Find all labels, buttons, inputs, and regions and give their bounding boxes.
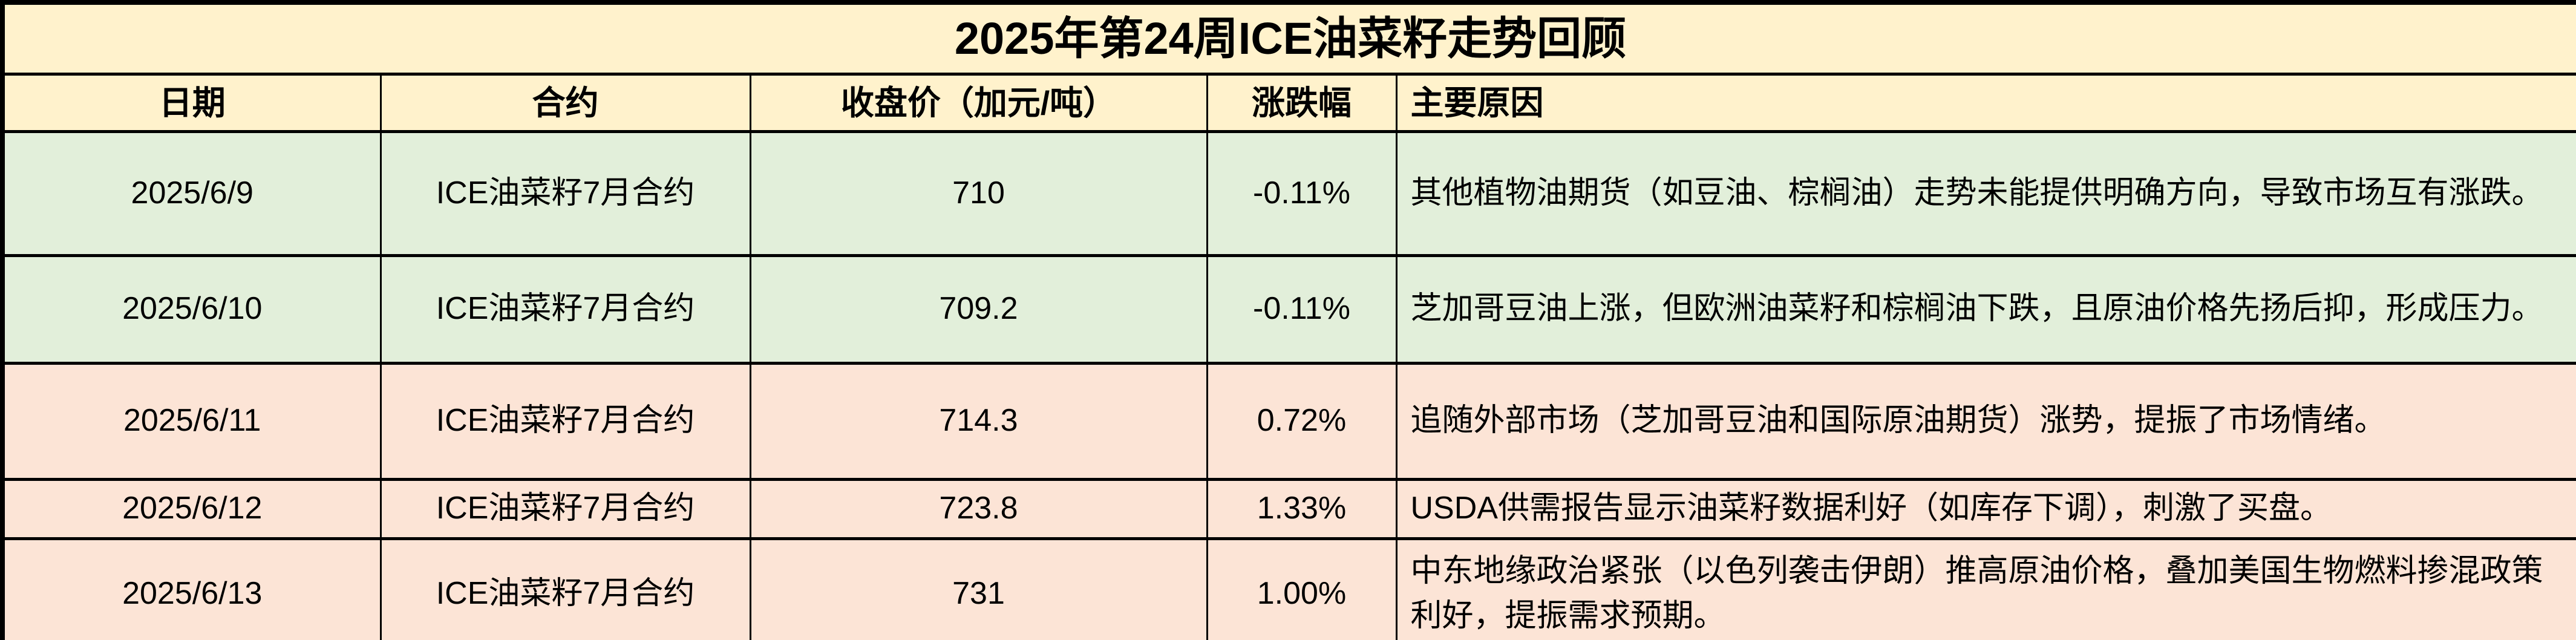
- contract-cell: ICE油菜籽7月合约: [379, 537, 751, 640]
- table-header-row: 日期 合约 收盘价（加元/吨） 涨跌幅 主要原因: [1, 72, 2576, 133]
- close-price-cell: 709.2: [749, 253, 1208, 365]
- date-cell: 2025/6/11: [1, 361, 382, 481]
- table-row: 2025/6/9 ICE油菜籽7月合约 710 -0.11% 其他植物油期货（如…: [1, 129, 2576, 257]
- change-cell: 1.33%: [1206, 477, 1398, 540]
- column-header-reason: 主要原因: [1395, 72, 2576, 133]
- contract-cell: ICE油菜籽7月合约: [379, 361, 751, 481]
- change-cell: -0.11%: [1206, 129, 1398, 257]
- contract-cell: ICE油菜籽7月合约: [379, 477, 751, 540]
- contract-cell: ICE油菜籽7月合约: [379, 129, 751, 257]
- column-header-contract: 合约: [379, 72, 751, 133]
- column-header-change: 涨跌幅: [1206, 72, 1398, 133]
- date-cell: 2025/6/13: [1, 537, 382, 640]
- date-cell: 2025/6/10: [1, 253, 382, 365]
- change-cell: 0.72%: [1206, 361, 1398, 481]
- close-price-cell: 714.3: [749, 361, 1208, 481]
- table-title-row: 2025年第24周ICE油菜籽走势回顾: [1, 1, 2576, 76]
- change-cell: -0.11%: [1206, 253, 1398, 365]
- change-cell: 1.00%: [1206, 537, 1398, 640]
- close-price-cell: 731: [749, 537, 1208, 640]
- reason-cell: 其他植物油期货（如豆油、棕榈油）走势未能提供明确方向，导致市场互有涨跌。: [1395, 129, 2576, 257]
- reason-cell: 中东地缘政治紧张（以色列袭击伊朗）推高原油价格，叠加美国生物燃料掺混政策利好，提…: [1395, 537, 2576, 640]
- column-header-close-price: 收盘价（加元/吨）: [749, 72, 1208, 133]
- date-cell: 2025/6/9: [1, 129, 382, 257]
- close-price-cell: 710: [749, 129, 1208, 257]
- table-row: 2025/6/12 ICE油菜籽7月合约 723.8 1.33% USDA供需报…: [1, 477, 2576, 540]
- reason-cell: 芝加哥豆油上涨，但欧洲油菜籽和棕榈油下跌，且原油价格先扬后抑，形成压力。: [1395, 253, 2576, 365]
- page-title: 2025年第24周ICE油菜籽走势回顾: [1, 1, 2576, 76]
- reason-cell: 追随外部市场（芝加哥豆油和国际原油期货）涨势，提振了市场情绪。: [1395, 361, 2576, 481]
- contract-cell: ICE油菜籽7月合约: [379, 253, 751, 365]
- close-price-cell: 723.8: [749, 477, 1208, 540]
- table-row: 2025/6/11 ICE油菜籽7月合约 714.3 0.72% 追随外部市场（…: [1, 361, 2576, 481]
- column-header-date: 日期: [1, 72, 382, 133]
- reason-cell: USDA供需报告显示油菜籽数据利好（如库存下调），刺激了买盘。: [1395, 477, 2576, 540]
- table-row: 2025/6/13 ICE油菜籽7月合约 731 1.00% 中东地缘政治紧张（…: [1, 537, 2576, 640]
- date-cell: 2025/6/12: [1, 477, 382, 540]
- table-row: 2025/6/10 ICE油菜籽7月合约 709.2 -0.11% 芝加哥豆油上…: [1, 253, 2576, 365]
